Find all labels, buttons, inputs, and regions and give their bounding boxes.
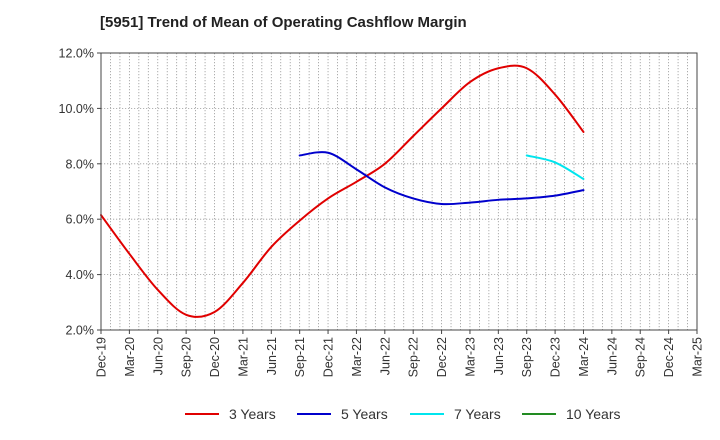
legend-label: 5 Years [341, 406, 388, 422]
series-line-7-years [525, 154, 585, 181]
x-tick-label: Jun-23 [492, 337, 506, 375]
x-tick-label: Jun-20 [151, 337, 165, 375]
legend-item-7-years: 7 Years [410, 406, 501, 422]
x-tick-label: Sep-24 [634, 337, 648, 377]
x-tick-label: Jun-21 [265, 337, 279, 375]
plot-frame [100, 52, 698, 331]
x-tick-label: Sep-21 [293, 337, 307, 377]
x-tick-label: Mar-22 [350, 337, 364, 377]
x-tick-label: Sep-20 [180, 337, 194, 377]
chart-title: [5951] Trend of Mean of Operating Cashfl… [100, 14, 467, 31]
legend-label: 7 Years [454, 406, 501, 422]
x-tick-label: Mar-24 [577, 337, 591, 377]
y-tick-label: 2.0% [66, 324, 95, 338]
legend-label: 10 Years [566, 406, 621, 422]
legend-swatch [522, 413, 556, 415]
x-tick-label: Dec-24 [662, 337, 676, 377]
y-tick-label: 8.0% [66, 157, 95, 171]
legend-swatch [297, 413, 331, 415]
x-tick-label: Sep-23 [520, 337, 534, 377]
legend-item-10-years: 10 Years [522, 406, 621, 422]
x-tick-label: Dec-20 [208, 337, 222, 377]
legend-item-5-years: 5 Years [297, 406, 388, 422]
x-tick-label: Sep-22 [407, 337, 421, 377]
x-tick-label: Dec-22 [435, 337, 449, 377]
legend: 3 Years 5 Years 7 Years 10 Years [0, 406, 720, 426]
legend-swatch [410, 413, 444, 415]
x-tick-label: Jun-22 [378, 337, 392, 375]
x-tick-label: Mar-23 [463, 337, 477, 377]
y-tick-label: 4.0% [66, 268, 95, 282]
series-line-3-years [100, 64, 585, 318]
y-tick-label: 10.0% [59, 102, 94, 116]
x-tick-label: Dec-23 [549, 337, 563, 377]
x-tick-label: Jun-24 [605, 337, 619, 375]
legend-item-3-years: 3 Years [185, 406, 276, 422]
series-layer [100, 64, 585, 318]
x-tick-label: Mar-20 [123, 337, 137, 377]
x-tick-label: Dec-19 [95, 337, 109, 377]
axis-layer: 2.0% 4.0% 6.0% 8.0% 10.0% 12.0% Dec-19 Mar-20 Ju… [59, 47, 705, 378]
x-tick-label: Mar-21 [236, 337, 250, 377]
y-tick-label: 6.0% [66, 213, 95, 227]
x-tick-label: Mar-25 [691, 337, 705, 377]
legend-swatch [185, 413, 219, 415]
x-tick-label: Dec-21 [322, 337, 336, 377]
series-line-5-years [298, 151, 585, 206]
grid-layer [100, 52, 698, 331]
legend-label: 3 Years [229, 406, 276, 422]
y-tick-label: 12.0% [59, 47, 94, 61]
